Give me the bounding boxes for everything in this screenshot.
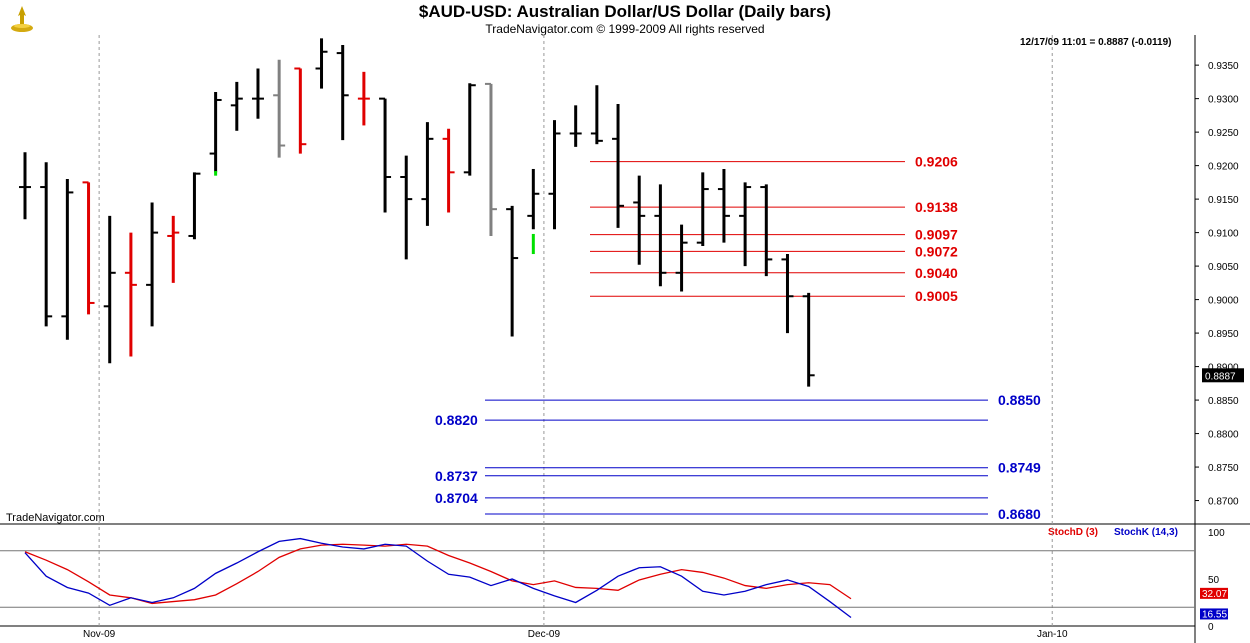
x-tick-label: Dec-09	[528, 629, 561, 640]
x-tick-label: Jan-10	[1037, 629, 1068, 640]
stoch-tick-label: 0	[1208, 622, 1214, 633]
y-tick-label: 0.9250	[1208, 128, 1239, 139]
stoch-last-value: 16.55	[1202, 609, 1227, 620]
support-label: 0.8749	[998, 460, 1041, 476]
stoch-last-value: 32.07	[1202, 589, 1227, 600]
price-readout: 12/17/09 11:01 = 0.8887 (-0.0119)	[1020, 37, 1172, 48]
resistance-label: 0.9072	[915, 243, 958, 259]
y-tick-label: 0.9350	[1208, 61, 1239, 72]
last-price-marker	[1202, 368, 1244, 383]
stoch-series-line	[24, 543, 852, 605]
y-tick-label: 0.9100	[1208, 229, 1239, 240]
resistance-label: 0.9040	[915, 265, 958, 281]
stoch-k-legend: StochK (14,3)	[1114, 527, 1178, 538]
x-tick-label: Nov-09	[83, 629, 116, 640]
y-tick-label: 0.8750	[1208, 463, 1239, 474]
y-tick-label: 0.8900	[1208, 363, 1239, 374]
y-tick-label: 0.9200	[1208, 162, 1239, 173]
last-price-label: 0.8887	[1205, 371, 1236, 382]
watermark-text: TradeNavigator.com	[6, 512, 105, 524]
logo-icon	[11, 6, 33, 32]
stoch-d-legend: StochD (3)	[1048, 527, 1098, 538]
support-label: 0.8680	[998, 506, 1041, 522]
stoch-last-value-box	[1200, 608, 1228, 620]
resistance-label: 0.9005	[915, 288, 958, 304]
y-tick-label: 0.9000	[1208, 296, 1239, 307]
y-tick-label: 0.8950	[1208, 329, 1239, 340]
stoch-series-line	[24, 537, 852, 619]
resistance-label: 0.9138	[915, 199, 958, 215]
y-tick-label: 0.9050	[1208, 262, 1239, 273]
resistance-label: 0.9097	[915, 227, 958, 243]
resistance-label: 0.9206	[915, 154, 958, 170]
support-label: 0.8850	[998, 392, 1041, 408]
trade-navigator-logo	[8, 4, 36, 34]
chart-title: $AUD-USD: Australian Dollar/US Dollar (D…	[418, 2, 832, 21]
support-label: 0.8820	[435, 412, 478, 428]
support-label: 0.8737	[435, 468, 478, 484]
support-label: 0.8704	[435, 490, 478, 506]
chart-subtitle: TradeNavigator.com © 1999-2009 All right…	[485, 22, 765, 36]
y-tick-label: 0.9150	[1208, 195, 1239, 206]
stoch-tick-label: 100	[1208, 528, 1225, 539]
y-tick-label: 0.8700	[1208, 497, 1239, 508]
y-tick-label: 0.8850	[1208, 396, 1239, 407]
y-tick-label: 0.8800	[1208, 430, 1239, 441]
stoch-last-value-box	[1200, 587, 1228, 599]
stoch-tick-label: 50	[1208, 575, 1220, 586]
y-tick-label: 0.9300	[1208, 95, 1239, 106]
